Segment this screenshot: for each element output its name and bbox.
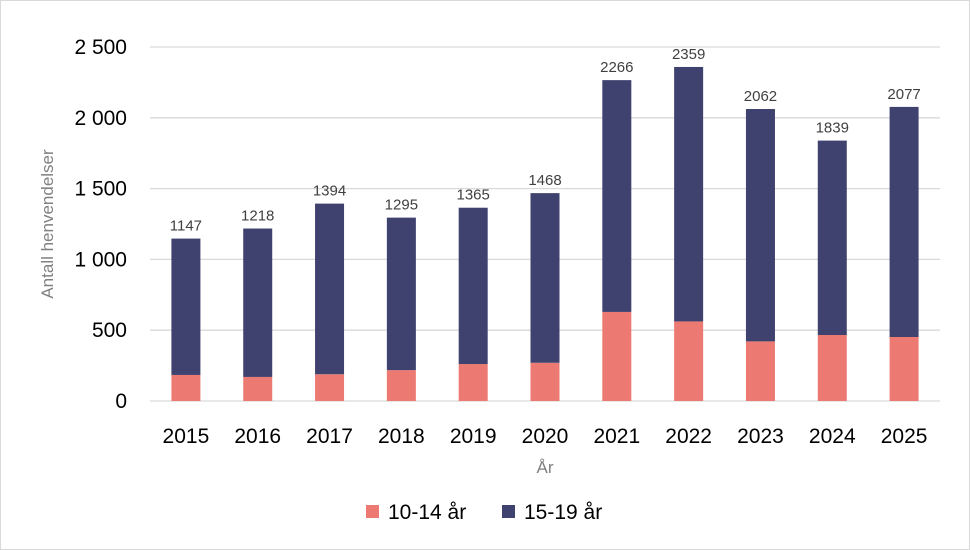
y-tick-label: 1 000 [74, 248, 127, 271]
total-data-label: 2077 [887, 86, 920, 103]
x-tick-label: 2025 [881, 425, 928, 448]
bar-segment-15-19 [386, 217, 416, 371]
bar-segment-10-14 [602, 311, 632, 401]
bar-segment-15-19 [530, 193, 560, 363]
y-tick-label: 2 500 [74, 36, 127, 59]
bar-segment-10-14 [889, 336, 919, 401]
y-axis-title: Antall henvendelser [38, 149, 57, 299]
total-data-label: 2359 [672, 46, 705, 63]
x-tick-label: 2018 [378, 425, 425, 448]
legend: 10-14 år 15-19 år [366, 501, 602, 524]
bar-segment-10-14 [171, 374, 201, 401]
total-data-label: 1365 [456, 187, 489, 204]
y-tick-label: 2 000 [74, 107, 127, 130]
bar-segment-10-14 [745, 341, 775, 401]
y-tick-label: 0 [115, 390, 127, 413]
bar-segment-15-19 [817, 140, 847, 336]
bar-segment-15-19 [171, 238, 201, 375]
bar-segment-15-19 [889, 106, 919, 337]
y-tick-label: 500 [92, 319, 127, 342]
bar-segment-10-14 [530, 362, 560, 401]
bar-segment-15-19 [315, 203, 345, 375]
x-tick-label: 2020 [522, 425, 569, 448]
y-tick-label: 1 500 [74, 178, 127, 201]
total-data-label: 1147 [170, 218, 202, 235]
bar-segment-10-14 [315, 374, 345, 401]
bar-segment-10-14 [458, 364, 488, 401]
total-data-label: 1394 [313, 183, 346, 200]
legend-swatch [502, 505, 515, 518]
legend-swatch [366, 505, 379, 518]
legend-label: 10-14 år [388, 501, 466, 524]
x-axis-title: År [537, 458, 554, 477]
legend-label: 15-19 år [524, 501, 602, 524]
bar-segment-10-14 [243, 376, 273, 401]
bar-segment-15-19 [243, 228, 273, 377]
total-data-label: 1295 [385, 197, 418, 214]
x-tick-label: 2021 [593, 425, 640, 448]
bar-segment-10-14 [386, 370, 416, 401]
total-data-label: 1839 [816, 120, 849, 137]
bar-segment-15-19 [458, 207, 488, 365]
bar-segment-15-19 [674, 66, 704, 322]
total-data-label: 1468 [528, 172, 561, 189]
bar-segment-15-19 [602, 80, 632, 312]
x-tick-label: 2015 [163, 425, 210, 448]
total-data-label: 2266 [600, 59, 633, 76]
x-tick-label: 2022 [665, 425, 712, 448]
total-data-label: 2062 [744, 88, 777, 105]
x-tick-label: 2016 [234, 425, 281, 448]
total-data-label: 1218 [241, 208, 274, 225]
x-tick-label: 2024 [809, 425, 856, 448]
bar-segment-10-14 [817, 335, 847, 401]
bar-segment-15-19 [745, 109, 775, 342]
x-tick-label: 2023 [737, 425, 784, 448]
x-tick-label: 2019 [450, 425, 497, 448]
x-tick-label: 2017 [306, 425, 353, 448]
bar-segment-10-14 [674, 321, 704, 401]
